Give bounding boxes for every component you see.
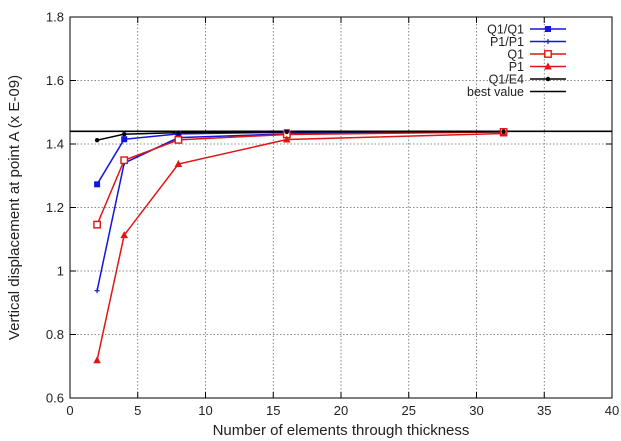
legend-marker-q1-e4 xyxy=(545,76,551,82)
x-tick-label: 10 xyxy=(198,403,212,418)
point-q1-e4 xyxy=(94,137,100,143)
legend-label-p1: P1 xyxy=(509,60,524,74)
axis-ticks: 0 5 10 15 20 25 30 35 40 0.6 0.8 1 1.2 1.4 1.6 1.8 xyxy=(46,10,619,419)
point-p1-p1 xyxy=(94,288,100,294)
point-q1 xyxy=(174,135,183,144)
x-tick-label: 40 xyxy=(605,403,619,418)
legend-label-q1-e4: Q1/E4 xyxy=(489,72,524,86)
point-p1 xyxy=(174,160,183,168)
y-tick-label: 1.6 xyxy=(46,73,64,88)
point-p1 xyxy=(120,231,128,239)
y-tick-label: 1.8 xyxy=(46,10,64,25)
x-tick-label: 5 xyxy=(134,403,141,418)
point-q1-q1 xyxy=(94,181,101,188)
point-q1-e4 xyxy=(176,130,181,135)
point-q1-q1 xyxy=(121,136,128,143)
point-p1 xyxy=(93,356,101,364)
legend-marker-p1 xyxy=(544,62,552,70)
series-markers xyxy=(93,128,508,364)
y-tick-label: 1.4 xyxy=(46,137,64,152)
x-tick-label: 20 xyxy=(334,403,348,418)
point-q1-e4 xyxy=(284,129,289,135)
legend-label-q1: Q1 xyxy=(507,47,524,61)
point-q1-e4 xyxy=(501,129,506,134)
point-q1-e4 xyxy=(122,131,127,137)
legend-marker-q1 xyxy=(544,50,552,58)
x-tick-label: 0 xyxy=(66,403,73,418)
legend-label-q1-q1: Q1/Q1 xyxy=(487,22,524,36)
y-tick-label: 0.6 xyxy=(46,391,64,406)
y-axis-title: Vertical displacement at point A (x E-09… xyxy=(6,75,23,340)
legend-marker-q1-q1 xyxy=(545,26,551,32)
y-tick-label: 1 xyxy=(57,264,64,279)
x-tick-label: 15 xyxy=(266,403,280,418)
point-q1 xyxy=(93,220,102,229)
x-tick-label: 35 xyxy=(537,403,551,418)
x-tick-label: 30 xyxy=(469,403,483,418)
x-axis-title: Number of elements through thickness xyxy=(213,422,470,439)
y-tick-label: 0.8 xyxy=(46,327,64,342)
point-p1 xyxy=(283,135,291,143)
legend-label-p1-p1: P1/P1 xyxy=(490,35,524,49)
legend-marker-p1-p1 xyxy=(545,39,551,44)
x-tick-label: 25 xyxy=(402,403,416,418)
grid xyxy=(70,17,612,398)
point-q1 xyxy=(120,156,129,165)
y-tick-label: 1.2 xyxy=(46,200,64,215)
legend-label-best-value: best value xyxy=(467,85,524,99)
